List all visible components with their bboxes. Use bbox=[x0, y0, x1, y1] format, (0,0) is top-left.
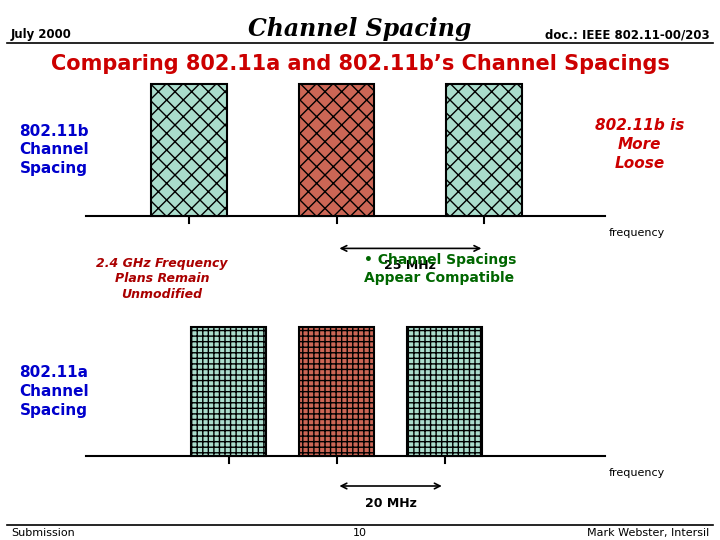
Text: 802.11b
Channel
Spacing: 802.11b Channel Spacing bbox=[19, 124, 89, 176]
Text: Comparing 802.11a and 802.11b’s Channel Spacings: Comparing 802.11a and 802.11b’s Channel … bbox=[50, 54, 670, 74]
Text: • Channel Spacings
Appear Compatible: • Channel Spacings Appear Compatible bbox=[364, 253, 516, 285]
Text: July 2000: July 2000 bbox=[11, 28, 72, 41]
Text: 802.11b is
More
Loose: 802.11b is More Loose bbox=[595, 118, 684, 171]
Text: 20 MHz: 20 MHz bbox=[364, 497, 417, 510]
Text: 10: 10 bbox=[353, 528, 367, 538]
Bar bbox=[299, 327, 374, 456]
Bar bbox=[191, 327, 266, 456]
Text: Channel Spacing: Channel Spacing bbox=[248, 17, 472, 41]
Bar bbox=[299, 84, 374, 216]
Text: frequency: frequency bbox=[608, 468, 665, 478]
Text: doc.: IEEE 802.11-00/203: doc.: IEEE 802.11-00/203 bbox=[544, 28, 709, 41]
Bar bbox=[446, 84, 522, 216]
Text: 802.11a
Channel
Spacing: 802.11a Channel Spacing bbox=[19, 366, 89, 417]
Text: 25 MHz: 25 MHz bbox=[384, 259, 436, 272]
Text: frequency: frequency bbox=[608, 228, 665, 238]
Text: Mark Webster, Intersil: Mark Webster, Intersil bbox=[587, 528, 709, 538]
Bar bbox=[407, 327, 482, 456]
Text: 2.4 GHz Frequency
Plans Remain
Unmodified: 2.4 GHz Frequency Plans Remain Unmodifie… bbox=[96, 256, 228, 301]
Text: Submission: Submission bbox=[11, 528, 75, 538]
Bar bbox=[151, 84, 227, 216]
